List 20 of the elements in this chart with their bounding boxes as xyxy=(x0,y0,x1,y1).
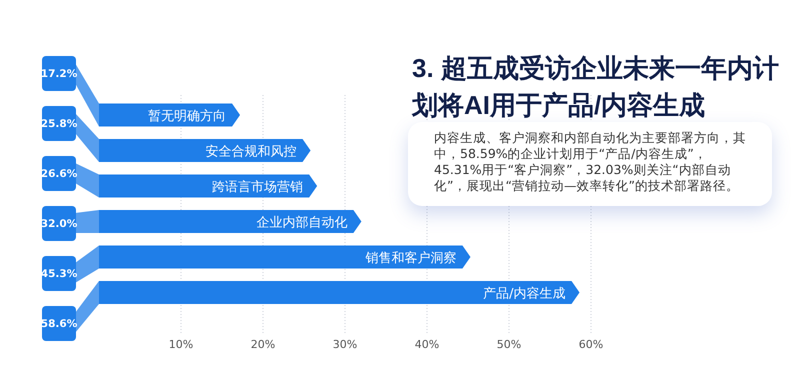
picture-note-card: 内容生成、客户洞察和内部自动化为主要部署方向，其中，58.59%的企业计划用于“产品/内容生成”，45.31%用于“客户洞察”，32.03%则关注“内部自动化”，展现出“营销拉动—效率转化”的技术部署路径。 xyxy=(408,122,772,206)
y-tick-label: 销售和客户洞察 xyxy=(364,250,456,266)
y-tick-label: 企业内部自动化 xyxy=(256,216,348,230)
data-label: 58.6% xyxy=(40,318,78,330)
data-label: 32.0% xyxy=(40,218,78,230)
y-tick-label: 跨语言市场营销 xyxy=(212,179,304,195)
x-tick-label: 10% xyxy=(168,338,194,351)
y-tick-label: 产品/内容生成 xyxy=(483,286,566,302)
data-label: 45.3% xyxy=(40,268,78,280)
y-tick-label: 暂无明确方向 xyxy=(148,108,226,124)
x-tick-label: 50% xyxy=(496,338,522,351)
chart-title: 3. 超五成受访企业未来一年内计划将AI用于产品/内容生成 xyxy=(412,52,780,122)
y-tick-label: 安全合规和风控 xyxy=(206,144,297,160)
data-label: 25.8% xyxy=(40,118,78,130)
x-tick-label: 30% xyxy=(332,338,358,351)
x-tick-label: 20% xyxy=(250,338,276,351)
x-tick-label: 40% xyxy=(414,338,440,351)
data-label: 26.6% xyxy=(40,168,78,180)
data-label: 17.2% xyxy=(40,68,78,80)
x-tick-label: 60% xyxy=(578,338,604,351)
